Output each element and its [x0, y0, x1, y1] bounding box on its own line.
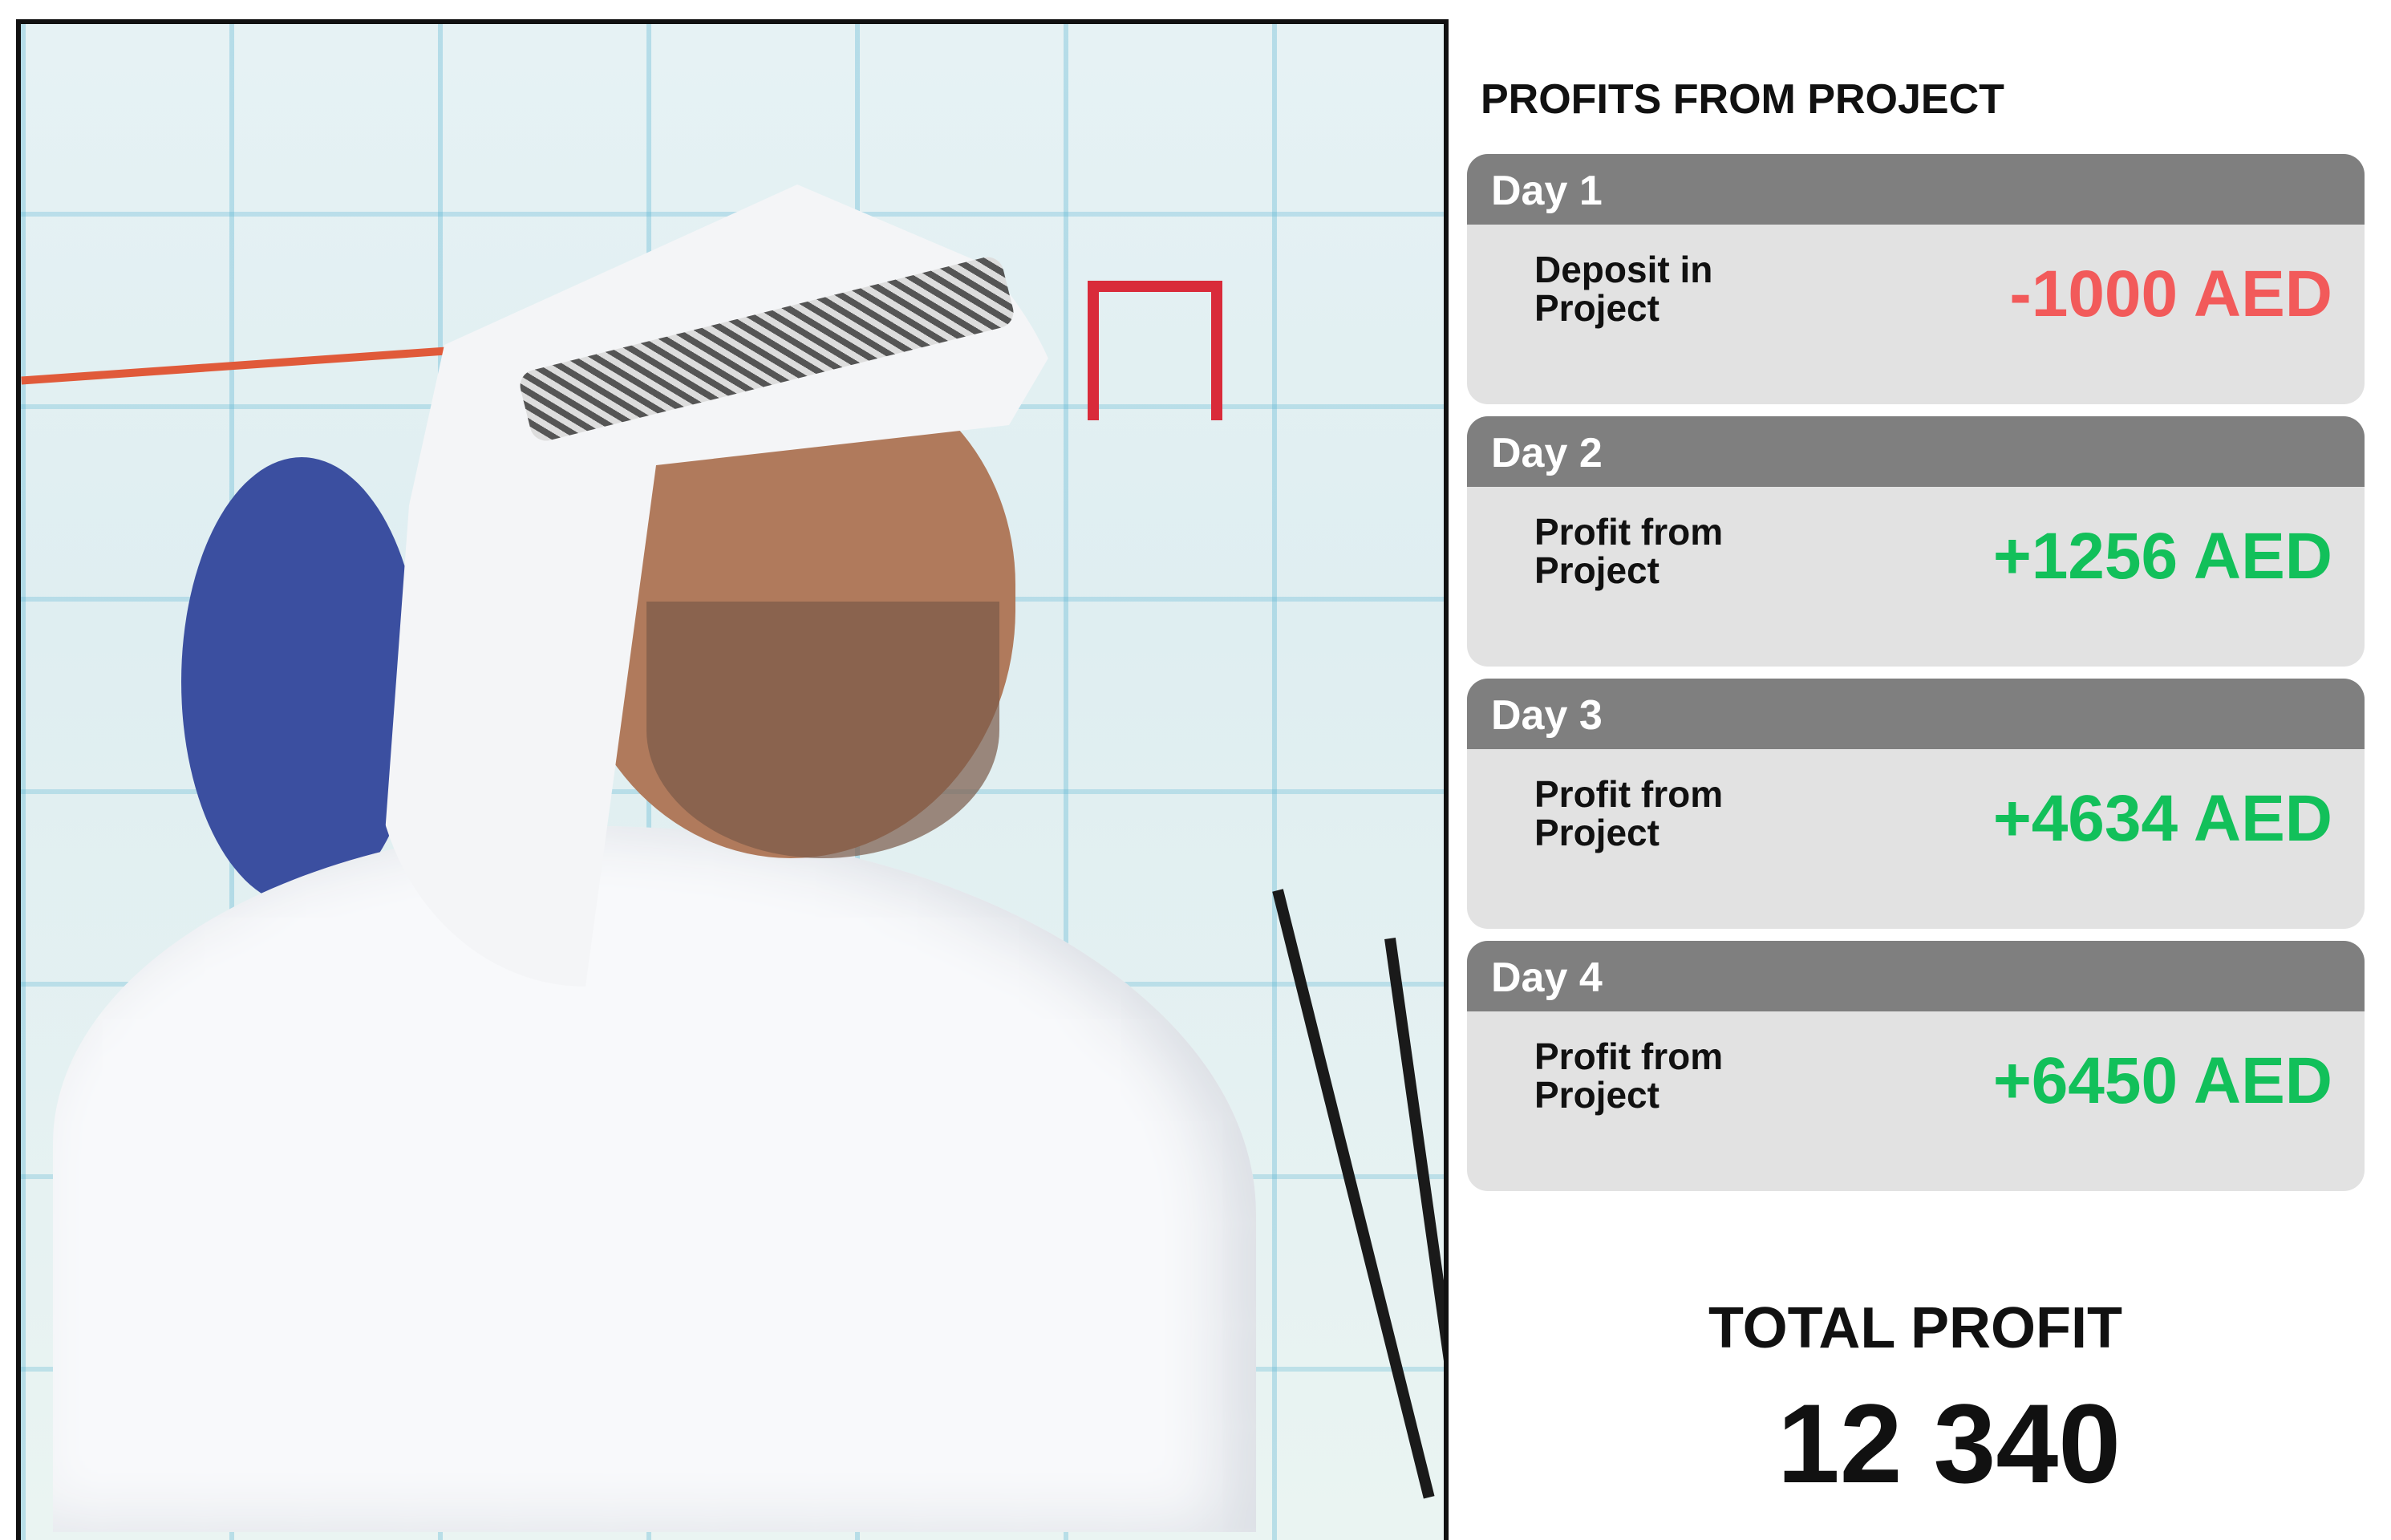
day-description: Deposit in Project	[1534, 249, 1713, 329]
day-card: Day 4 Profit from Project +6450 AED	[1467, 941, 2365, 1191]
background-globe	[181, 457, 422, 906]
speaker-photo	[16, 19, 1449, 1540]
day-card: Day 2 Profit from Project +1256 AED	[1467, 416, 2365, 667]
total-profit-label: TOTAL PROFIT	[1708, 1296, 2122, 1360]
day-label: Day 3	[1467, 679, 2365, 749]
total-profit-value: 12 340	[1777, 1380, 2122, 1506]
beard	[646, 602, 999, 858]
day-label: Day 1	[1467, 154, 2365, 225]
day-amount: +1256 AED	[1992, 520, 2332, 593]
day-card: Day 3 Profit from Project +4634 AED	[1467, 679, 2365, 929]
day-amount: -1000 AED	[2009, 257, 2332, 330]
page-title: PROFITS FROM PROJECT	[1481, 76, 2004, 123]
white-robe	[53, 826, 1256, 1532]
day-label: Day 4	[1467, 941, 2365, 1011]
day-description: Profit from Project	[1534, 511, 1724, 591]
day-card: Day 1 Deposit in Project -1000 AED	[1467, 154, 2365, 404]
background-logo	[1088, 281, 1222, 420]
day-amount: +6450 AED	[1992, 1044, 2332, 1117]
day-label: Day 2	[1467, 416, 2365, 487]
day-description: Profit from Project	[1534, 773, 1724, 853]
day-description: Profit from Project	[1534, 1035, 1724, 1116]
day-amount: +4634 AED	[1992, 782, 2332, 855]
